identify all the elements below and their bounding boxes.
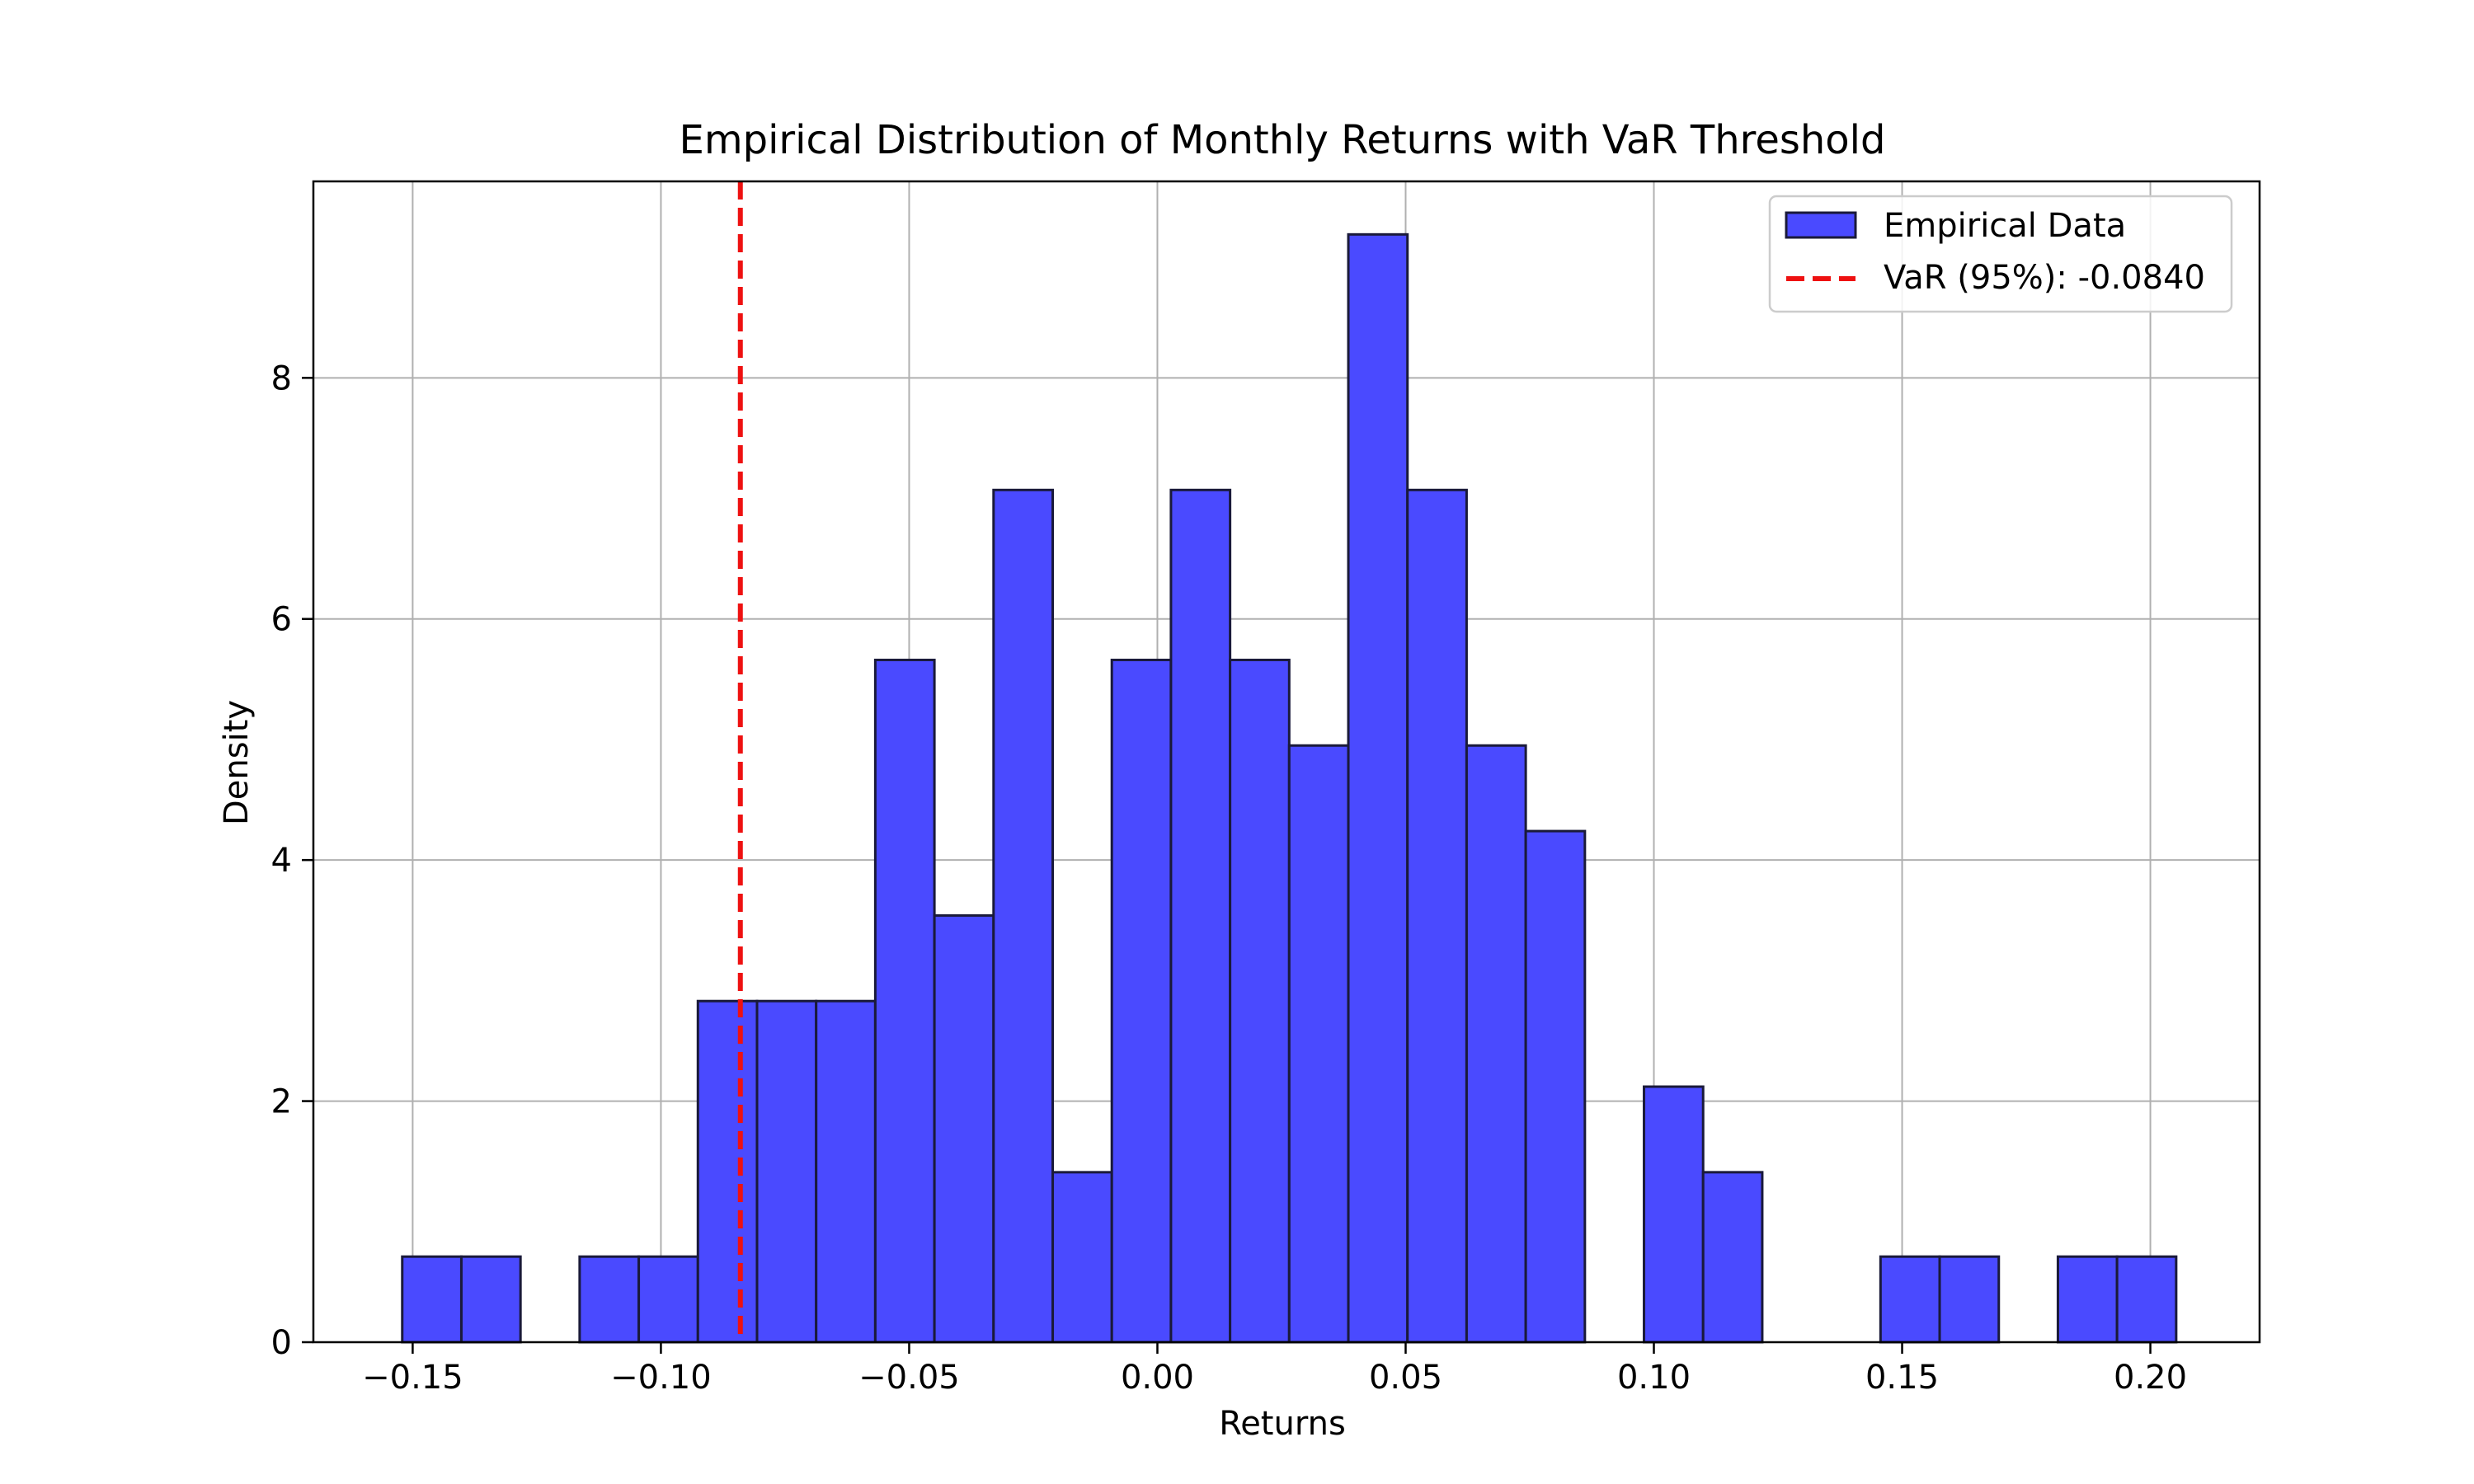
histogram-bar xyxy=(815,999,877,1344)
x-tick-label: −0.10 xyxy=(610,1359,712,1397)
histogram-bar xyxy=(933,913,995,1344)
histogram-bar xyxy=(755,999,818,1344)
plot-frame xyxy=(312,180,2261,1344)
histogram-bar xyxy=(1347,232,1409,1344)
legend-box xyxy=(1768,195,2233,313)
y-tick-label: 2 xyxy=(271,1083,292,1121)
y-tick-label: 6 xyxy=(271,601,292,639)
histogram-bar xyxy=(992,488,1054,1344)
histogram-bar xyxy=(401,1255,463,1344)
x-tick-label: 0.20 xyxy=(2114,1359,2187,1397)
legend-swatch-empirical xyxy=(1785,211,1857,239)
histogram-bar xyxy=(1287,744,1350,1344)
histogram-bar xyxy=(1051,1171,1113,1344)
chart-title: Empirical Distribution of Monthly Return… xyxy=(680,117,1886,163)
histogram-bar xyxy=(637,1255,699,1344)
y-tick-label: 8 xyxy=(271,359,292,397)
x-tick-label: 0.15 xyxy=(1865,1359,1939,1397)
histogram-bar xyxy=(459,1255,522,1344)
histogram-bar xyxy=(1938,1255,2001,1344)
histogram-bar xyxy=(1701,1171,1764,1344)
x-tick-label: −0.15 xyxy=(362,1359,463,1397)
histogram-bar xyxy=(1643,1085,1705,1344)
y-tick-label: 4 xyxy=(271,842,292,880)
x-axis-ticks: −0.15 −0.10 −0.05 0.00 0.05 0.10 0.15 0.20 xyxy=(362,1342,2187,1397)
y-tick-label: 0 xyxy=(271,1324,292,1362)
histogram-bar xyxy=(696,999,759,1344)
histogram-bar xyxy=(1879,1255,1941,1344)
x-tick-label: 0.00 xyxy=(1121,1359,1194,1397)
x-tick-label: 0.05 xyxy=(1369,1359,1442,1397)
histogram-bar xyxy=(1465,744,1527,1344)
histogram-bars xyxy=(401,232,2178,1344)
histogram-bar xyxy=(1406,488,1468,1344)
y-axis-label: Density xyxy=(218,700,256,825)
histogram-bar xyxy=(1110,658,1173,1344)
x-tick-label: 0.10 xyxy=(1617,1359,1691,1397)
histogram-bar xyxy=(873,658,936,1344)
histogram-bar xyxy=(578,1255,641,1344)
y-axis-ticks: 0 2 4 6 8 xyxy=(271,359,313,1362)
histogram-bar xyxy=(2115,1255,2178,1344)
histogram-bar xyxy=(1169,488,1232,1344)
legend-label-empirical: Empirical Data xyxy=(1884,207,2126,245)
histogram-bar xyxy=(1524,829,1587,1344)
x-axis-label: Returns xyxy=(1219,1405,1346,1443)
x-tick-label: −0.05 xyxy=(858,1359,960,1397)
legend-label-var: VaR (95%): -0.0840 xyxy=(1884,259,2205,297)
histogram-bar xyxy=(2056,1255,2119,1344)
histogram-bar xyxy=(1229,658,1291,1344)
legend: Empirical Data VaR (95%): -0.0840 xyxy=(1768,195,2233,313)
